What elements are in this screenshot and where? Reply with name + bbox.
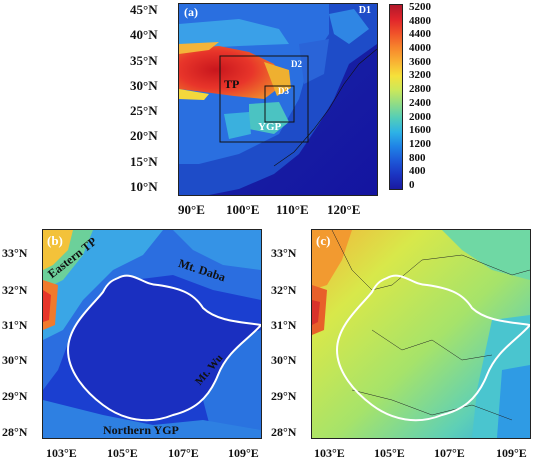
panel-b-terrain bbox=[43, 230, 261, 438]
colorbar-tick: 1600 bbox=[409, 124, 431, 137]
colorbar-tick: 1200 bbox=[409, 137, 431, 150]
panel-a-terrain bbox=[179, 4, 377, 195]
ygp-label: YGP bbox=[258, 121, 282, 133]
colorbar-tick: 4400 bbox=[409, 28, 431, 41]
colorbar-tick: 2400 bbox=[409, 96, 431, 109]
lon-tick: 107°E bbox=[434, 446, 465, 460]
lon-tick: 103°E bbox=[46, 446, 77, 460]
lat-tick: 28°N bbox=[2, 425, 28, 439]
tp-label: TP bbox=[224, 77, 240, 91]
panel-b-map: (b) Eastern TP Mt. Daba Mt. Wu Northern … bbox=[42, 229, 262, 439]
lat-tick: 20°N bbox=[130, 128, 158, 143]
lat-tick: 33°N bbox=[271, 246, 297, 260]
panel-a-label: (a) bbox=[184, 5, 198, 19]
panel-c-map: (c) bbox=[311, 229, 531, 439]
lon-tick: 105°E bbox=[374, 446, 405, 460]
panel-c-terrain bbox=[312, 230, 530, 438]
lat-tick: 25°N bbox=[130, 103, 158, 118]
lat-tick: 29°N bbox=[2, 389, 28, 403]
panel-a-map: D1 D2 D3 TP YGP (a) bbox=[178, 3, 378, 196]
lat-tick: 10°N bbox=[130, 179, 158, 194]
lon-tick: 110°E bbox=[276, 202, 309, 217]
colorbar-tick: 2000 bbox=[409, 110, 431, 123]
colorbar-tick: 2800 bbox=[409, 83, 431, 96]
lon-tick: 120°E bbox=[327, 202, 361, 217]
lat-tick: 32°N bbox=[2, 283, 28, 297]
lon-tick: 109°E bbox=[496, 446, 527, 460]
lat-tick: 31°N bbox=[2, 318, 28, 332]
domain-d2-label: D2 bbox=[291, 59, 302, 69]
panel-b-label: (b) bbox=[47, 233, 63, 248]
colorbar-tick: 3600 bbox=[409, 55, 431, 68]
colorbar-tick: 5200 bbox=[409, 1, 431, 13]
lat-tick: 35°N bbox=[130, 53, 158, 68]
colorbar-tick: 400 bbox=[409, 165, 426, 178]
lat-tick: 45°N bbox=[130, 2, 158, 17]
lat-tick: 32°N bbox=[271, 283, 297, 297]
lat-tick: 40°N bbox=[130, 27, 158, 42]
lon-tick: 103°E bbox=[314, 446, 345, 460]
colorbar-tick: 0 bbox=[409, 179, 415, 191]
lon-tick: 90°E bbox=[178, 202, 205, 217]
lat-tick: 29°N bbox=[271, 389, 297, 403]
lon-tick: 107°E bbox=[168, 446, 199, 460]
lat-tick: 15°N bbox=[130, 154, 158, 169]
domain-d1-label: D1 bbox=[358, 5, 371, 16]
lat-tick: 31°N bbox=[271, 318, 297, 332]
panel-c-label: (c) bbox=[316, 233, 331, 248]
lat-tick: 30°N bbox=[271, 353, 297, 367]
colorbar-tick: 4800 bbox=[409, 14, 431, 27]
lon-tick: 100°E bbox=[226, 202, 260, 217]
lon-tick: 105°E bbox=[107, 446, 138, 460]
lat-tick: 33°N bbox=[2, 246, 28, 260]
colorbar-tick: 800 bbox=[409, 151, 426, 164]
lat-tick: 30°N bbox=[2, 353, 28, 367]
domain-d3-label: D3 bbox=[278, 86, 289, 96]
northern-ygp-label: Northern YGP bbox=[103, 423, 179, 437]
elevation-colorbar bbox=[389, 4, 403, 190]
colorbar-gradient bbox=[390, 5, 402, 189]
colorbar-tick: 3200 bbox=[409, 69, 431, 82]
lat-tick: 30°N bbox=[130, 78, 158, 93]
lat-tick: 28°N bbox=[271, 425, 297, 439]
colorbar-tick: 4000 bbox=[409, 42, 431, 55]
lon-tick: 109°E bbox=[228, 446, 259, 460]
